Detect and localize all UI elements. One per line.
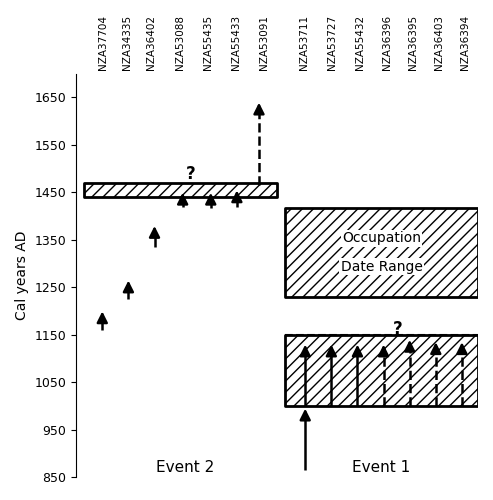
Text: ?: ? [186, 166, 196, 184]
Text: NZA37704: NZA37704 [98, 15, 108, 70]
Text: NZA55435: NZA55435 [203, 15, 213, 70]
Text: NZA34335: NZA34335 [122, 15, 132, 70]
Y-axis label: Cal years AD: Cal years AD [15, 230, 29, 320]
Text: ?: ? [393, 320, 402, 338]
Text: NZA36395: NZA36395 [408, 15, 418, 70]
Text: Date Range: Date Range [341, 260, 423, 274]
Text: NZA36403: NZA36403 [434, 15, 444, 70]
Text: NZA36396: NZA36396 [382, 15, 391, 70]
Text: NZA55432: NZA55432 [355, 15, 365, 70]
Text: NZA36402: NZA36402 [146, 15, 156, 70]
Text: Occupation: Occupation [342, 232, 421, 245]
Text: NZA36394: NZA36394 [460, 15, 470, 70]
Text: NZA53088: NZA53088 [175, 15, 184, 70]
Text: NZA53727: NZA53727 [327, 15, 337, 70]
Text: NZA53091: NZA53091 [259, 15, 269, 70]
Text: Event 1: Event 1 [352, 460, 411, 474]
Text: Event 2: Event 2 [155, 460, 214, 474]
Text: NZA53711: NZA53711 [299, 15, 309, 70]
Text: NZA55433: NZA55433 [231, 15, 241, 70]
